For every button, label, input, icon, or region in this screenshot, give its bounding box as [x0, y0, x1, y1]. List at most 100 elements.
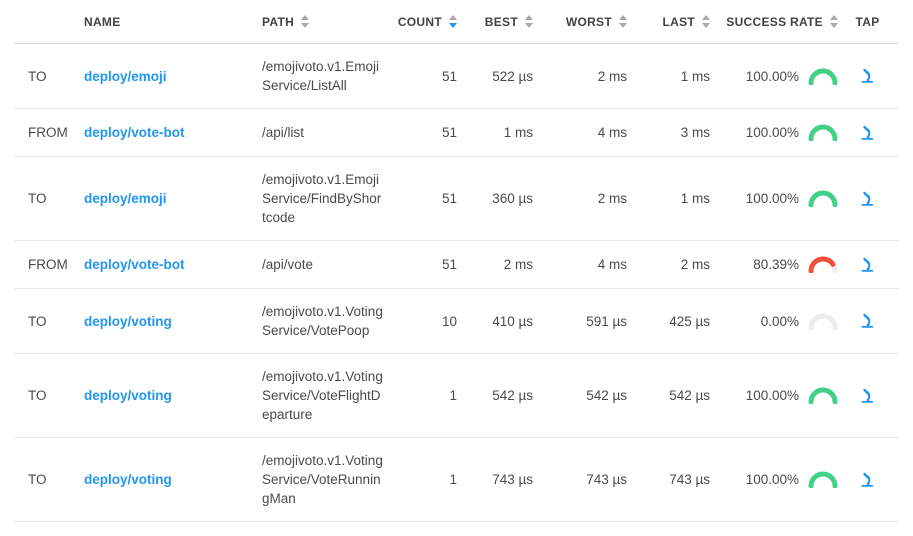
direction-label: TO — [28, 68, 47, 84]
sort-up-icon — [525, 15, 533, 20]
sort-last-control[interactable] — [702, 15, 710, 28]
header-success-rate[interactable]: SUCCESS RATE — [710, 15, 845, 29]
tap-microscope-icon — [861, 125, 874, 140]
success-rate-value: 0.00% — [760, 313, 799, 329]
header-last[interactable]: LAST — [627, 15, 710, 29]
success-rate-gauge — [808, 471, 838, 488]
sort-up-icon — [619, 15, 627, 20]
count-value: 1 — [449, 472, 457, 487]
deployment-link[interactable]: deploy/vote-bot — [84, 257, 185, 272]
direction-label: TO — [28, 313, 47, 329]
direction-label: TO — [28, 472, 47, 487]
header-count-label: COUNT — [397, 14, 442, 29]
path-text: /emojivoto.v1.EmojiService/FindByShortco… — [262, 172, 382, 225]
header-path[interactable]: PATH — [262, 15, 387, 29]
count-value: 1 — [449, 388, 457, 403]
deployment-link[interactable]: deploy/emoji — [84, 191, 167, 206]
tap-button[interactable] — [860, 191, 875, 207]
sort-down-icon-active — [449, 23, 457, 28]
path-text: /emojivoto.v1.VotingService/VotePoop — [262, 304, 383, 338]
sort-down-icon — [830, 23, 838, 28]
success-rate-arc-value — [808, 124, 838, 141]
tap-microscope-icon — [861, 313, 874, 328]
tap-microscope-icon — [861, 472, 874, 487]
tap-button[interactable] — [860, 125, 875, 141]
deployment-link[interactable]: deploy/voting — [84, 313, 172, 329]
path-text: /emojivoto.v1.EmojiService/ListAll — [262, 59, 380, 93]
last-latency-value: 3 ms — [680, 125, 710, 140]
success-rate-arc-value — [808, 68, 838, 85]
tap-button[interactable] — [860, 388, 875, 404]
success-rate-value: 100.00% — [745, 125, 799, 140]
best-latency-value: 2 ms — [503, 257, 533, 272]
path-text: /api/list — [262, 125, 305, 140]
table-row: FROM deploy/vote-bot /api/vote 51 2 ms 4… — [14, 241, 899, 289]
header-tap-label: TAP — [855, 14, 880, 29]
success-rate-value: 100.00% — [745, 191, 799, 206]
table-row: TO deploy/emoji /emojivoto.v1.EmojiServi… — [14, 44, 899, 109]
last-latency-value: 1 ms — [680, 191, 710, 206]
tap-microscope-icon — [861, 257, 874, 272]
success-rate-arc-value — [811, 316, 835, 328]
tap-button[interactable] — [860, 68, 875, 84]
success-rate-value: 100.00% — [745, 472, 799, 487]
success-rate-arc-value — [808, 190, 838, 207]
best-latency-value: 1 ms — [503, 125, 533, 140]
direction-label: FROM — [28, 125, 68, 140]
tap-microscope-icon — [861, 388, 874, 403]
header-worst-label: WORST — [565, 14, 612, 29]
header-name: NAME — [84, 15, 262, 29]
header-tap: TAP — [845, 15, 890, 29]
last-latency-value: 2 ms — [680, 257, 710, 272]
header-best[interactable]: BEST — [457, 15, 533, 29]
header-name-label: NAME — [84, 14, 121, 29]
tap-button[interactable] — [860, 313, 875, 329]
tap-button[interactable] — [860, 472, 875, 488]
deployment-link[interactable]: deploy/voting — [84, 472, 172, 487]
last-latency-value: 1 ms — [680, 68, 710, 84]
sort-down-icon — [301, 23, 310, 28]
deployment-link[interactable]: deploy/vote-bot — [84, 125, 185, 140]
header-worst[interactable]: WORST — [533, 15, 627, 29]
deployment-link[interactable]: deploy/voting — [84, 388, 172, 403]
header-path-label: PATH — [262, 14, 295, 29]
success-rate-arc-value — [808, 471, 838, 488]
path-text: /emojivoto.v1.VotingService/VoteFlightDe… — [262, 369, 383, 422]
worst-latency-value: 2 ms — [597, 68, 627, 84]
success-rate-gauge — [808, 387, 838, 404]
success-rate-gauge — [808, 313, 838, 330]
worst-latency-value: 591 µs — [586, 313, 627, 329]
table-row: TO deploy/voting /emojivoto.v1.VotingSer… — [14, 289, 899, 354]
worst-latency-value: 743 µs — [586, 472, 627, 487]
table-row: FROM deploy/vote-bot /api/list 51 1 ms 4… — [14, 109, 899, 157]
direction-label: TO — [28, 388, 47, 403]
sort-success-rate-control[interactable] — [830, 15, 838, 28]
success-rate-gauge — [808, 68, 838, 85]
count-value: 51 — [441, 125, 457, 140]
sort-up-icon — [301, 15, 310, 20]
sort-count-control[interactable] — [449, 15, 457, 28]
tap-button[interactable] — [860, 257, 875, 273]
count-value: 51 — [441, 68, 457, 84]
last-latency-value: 542 µs — [669, 388, 710, 403]
sort-path-control[interactable] — [301, 15, 310, 28]
header-best-label: BEST — [484, 14, 518, 29]
header-count[interactable]: COUNT — [387, 15, 457, 29]
success-rate-arc-value — [808, 256, 838, 273]
worst-latency-value: 542 µs — [586, 388, 627, 403]
last-latency-value: 425 µs — [669, 313, 710, 329]
sort-worst-control[interactable] — [619, 15, 627, 28]
table-row: TO deploy/emoji /emojivoto.v1.EmojiServi… — [14, 157, 899, 241]
sort-best-control[interactable] — [525, 15, 533, 28]
deployment-link[interactable]: deploy/emoji — [84, 68, 167, 84]
last-latency-value: 743 µs — [669, 472, 710, 487]
count-value: 10 — [441, 313, 457, 329]
count-value: 51 — [441, 191, 457, 206]
best-latency-value: 410 µs — [492, 313, 533, 329]
success-rate-gauge — [808, 124, 838, 141]
header-last-label: LAST — [662, 14, 695, 29]
table-header-row: NAME PATH COUNT BEST WORST — [14, 0, 899, 44]
worst-latency-value: 2 ms — [597, 191, 627, 206]
path-text: /emojivoto.v1.VotingService/VoteRunningM… — [262, 453, 383, 506]
sort-up-icon — [830, 15, 838, 20]
